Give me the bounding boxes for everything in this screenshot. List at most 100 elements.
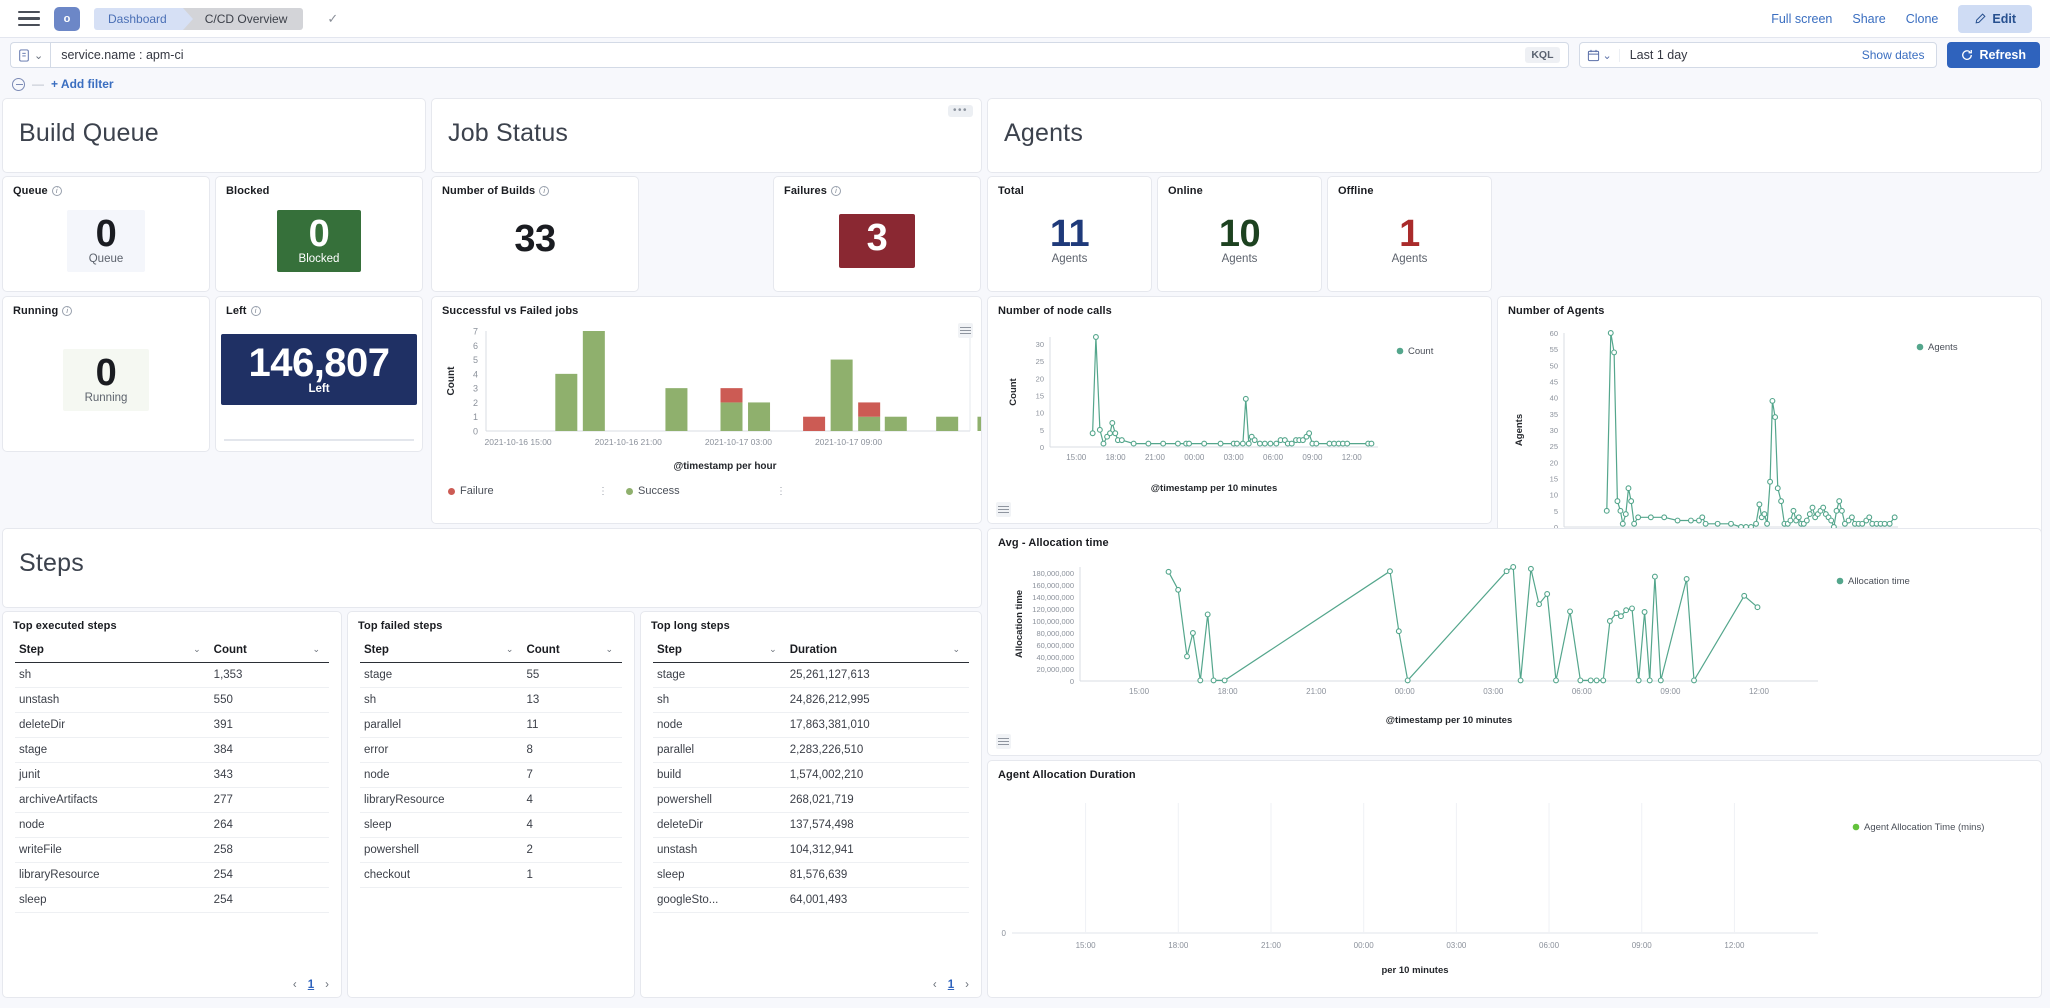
table-row[interactable]: sh 1,353 (15, 662, 329, 688)
chevron-down-icon[interactable]: ⌄ (193, 644, 201, 654)
panel-running-metric[interactable]: Running i 0 Running (2, 296, 210, 452)
chevron-down-icon[interactable]: ⌄ (505, 644, 514, 654)
table-row[interactable]: googleSto... 64,001,493 (653, 887, 969, 913)
chevron-down-icon[interactable]: ⌄ (312, 644, 320, 654)
page-number[interactable]: 1 (307, 979, 315, 991)
table-row[interactable]: error 8 (360, 737, 622, 763)
app-logo-badge[interactable]: o (54, 6, 80, 31)
panel-jobs-chart[interactable]: Successful vs Failed jobs 0 1 2 3 4 5 6 7 2021-1… (431, 296, 982, 524)
table-row[interactable]: sleep 254 (15, 887, 329, 913)
panel-left-metric[interactable]: Left i 146,807 Left (215, 296, 423, 452)
table-row[interactable]: sh 13 (360, 687, 622, 713)
panel-builds-metric[interactable]: Number of Builds i 33 (431, 176, 639, 292)
list-icon[interactable] (996, 734, 1011, 749)
table-row[interactable]: powershell 2 (360, 837, 622, 863)
chevron-right-icon[interactable]: › (965, 979, 969, 991)
table-row[interactable]: checkout 1 (360, 862, 622, 888)
info-icon[interactable]: i (831, 185, 841, 196)
info-icon[interactable]: i (51, 185, 62, 196)
calendar-icon[interactable]: ⌄ (1580, 48, 1620, 62)
full-screen-button[interactable]: Full screen (1771, 11, 1833, 26)
breadcrumb-dashboard-label: Dashboard (108, 11, 167, 26)
panel-online-agents[interactable]: Online 10 Agents (1157, 176, 1322, 292)
table-row[interactable]: sleep 81,576,639 (653, 862, 969, 888)
svg-text:6: 6 (473, 341, 478, 351)
table-row[interactable]: unstash 550 (15, 687, 329, 713)
panel-blocked-metric[interactable]: Blocked 0 Blocked (215, 176, 423, 292)
col-count[interactable]: Count ⌄ (522, 638, 622, 663)
table-row[interactable]: sh 24,826,212,995 (653, 687, 969, 713)
add-filter-icon[interactable] (12, 77, 25, 91)
table-row[interactable]: libraryResource 4 (360, 787, 622, 813)
table-row[interactable]: unstash 104,312,941 (653, 837, 969, 863)
hamburger-icon[interactable] (18, 10, 40, 27)
table-row[interactable]: stage 25,261,127,613 (653, 662, 969, 688)
info-icon[interactable]: i (62, 305, 73, 316)
info-icon[interactable]: i (539, 185, 550, 196)
table-row[interactable]: node 7 (360, 762, 622, 788)
table-row[interactable]: stage 55 (360, 662, 622, 688)
table-row[interactable]: junit 343 (15, 762, 329, 788)
list-icon[interactable] (996, 502, 1011, 517)
page-number[interactable]: 1 (947, 979, 955, 991)
edit-button[interactable]: Edit (1958, 4, 2032, 33)
date-picker[interactable]: ⌄ Last 1 day Show dates (1578, 42, 1938, 68)
chevron-down-icon[interactable]: ⌄ (605, 644, 613, 654)
table-row[interactable]: parallel 11 (360, 712, 622, 738)
panel-offline-agents[interactable]: Offline 1 Agents (1327, 176, 1492, 292)
panel-top-long-steps[interactable]: Top long steps Step ⌄ Duration ⌄ stage 25,2… (640, 611, 982, 998)
svg-text:00:00: 00:00 (1354, 941, 1375, 950)
time-range-value[interactable]: Last 1 day (1629, 48, 1688, 62)
panel-top-executed-steps[interactable]: Top executed steps Step ⌄ Count ⌄ sh 1,353 u… (2, 611, 342, 998)
legend-item-success: Success (626, 485, 776, 497)
info-icon[interactable]: i (250, 305, 261, 316)
search-input[interactable]: service.name : apm-ci KQL (50, 42, 1569, 68)
table-row[interactable]: writeFile 258 (15, 837, 329, 863)
data-view-selector[interactable]: ⌄ (10, 42, 51, 68)
panel-options-icon[interactable]: ••• (947, 105, 973, 117)
query-language-tag[interactable]: KQL (1525, 47, 1560, 63)
col-duration[interactable]: Duration ⌄ (785, 638, 969, 663)
col-step[interactable]: Step ⌄ (653, 638, 786, 663)
vertical-dots-icon[interactable]: ⋮ (598, 485, 608, 497)
table-row[interactable]: deleteDir 391 (15, 712, 329, 738)
cell-value: 264 (209, 812, 329, 838)
panel-node-calls-chart[interactable]: Number of node calls 0 5 10 15 20 25 30 15:00 18… (987, 296, 1492, 524)
table-row[interactable]: node 264 (15, 812, 329, 838)
share-button[interactable]: Share (1852, 11, 1886, 26)
col-step[interactable]: Step ⌄ (360, 638, 523, 663)
chevron-right-icon[interactable]: › (325, 979, 329, 991)
panel-queue-metric[interactable]: Queue i 0 Queue (2, 176, 210, 292)
panel-alloc-duration-chart[interactable]: Agent Allocation Duration 0 15:00 18:00 21:… (987, 760, 2042, 998)
vertical-dots-icon[interactable]: ⋮ (776, 485, 786, 497)
table-row[interactable]: powershell 268,021,719 (653, 787, 969, 813)
refresh-button[interactable]: Refresh (1947, 42, 2040, 68)
show-dates-button[interactable]: Show dates (1861, 48, 1925, 62)
panel-failures-metric[interactable]: Failures i 3 (773, 176, 981, 292)
breadcrumb-current[interactable]: C/CD Overview (182, 7, 304, 30)
chevron-down-icon[interactable]: ⌄ (769, 644, 777, 654)
table-row[interactable]: libraryResource 254 (15, 862, 329, 888)
chevron-down-icon[interactable]: ⌄ (952, 644, 960, 654)
metric-builds: 33 (492, 215, 578, 267)
table-row[interactable]: stage 384 (15, 737, 329, 763)
table-row[interactable]: archiveArtifacts 277 (15, 787, 329, 813)
table-row[interactable]: deleteDir 137,574,498 (653, 812, 969, 838)
col-step[interactable]: Step ⌄ (15, 638, 210, 663)
table-row[interactable]: parallel 2,283,226,510 (653, 737, 969, 763)
list-icon[interactable] (958, 323, 973, 338)
clone-button[interactable]: Clone (1905, 11, 1939, 26)
table-row[interactable]: node 17,863,381,010 (653, 712, 969, 738)
table-row[interactable]: build 1,574,002,210 (653, 762, 969, 788)
chevron-left-icon[interactable]: ‹ (292, 979, 297, 991)
add-filter-button[interactable]: + Add filter (51, 77, 114, 91)
table-row[interactable]: sleep 4 (360, 812, 622, 838)
breadcrumb-dashboard[interactable]: Dashboard (94, 7, 193, 30)
svg-text:2021-10-17 03:00: 2021-10-17 03:00 (705, 437, 772, 447)
metric-queue-label: Queue (88, 253, 124, 266)
chevron-left-icon[interactable]: ‹ (932, 979, 937, 991)
panel-alloc-chart[interactable]: Avg - Allocation time 0 20,000,000 40,000,… (987, 528, 2042, 756)
panel-total-agents[interactable]: Total 11 Agents (987, 176, 1152, 292)
panel-top-failed-steps[interactable]: Top failed steps Step ⌄ Count ⌄ stage 55 sh 1… (347, 611, 635, 998)
col-count[interactable]: Count ⌄ (209, 638, 329, 663)
